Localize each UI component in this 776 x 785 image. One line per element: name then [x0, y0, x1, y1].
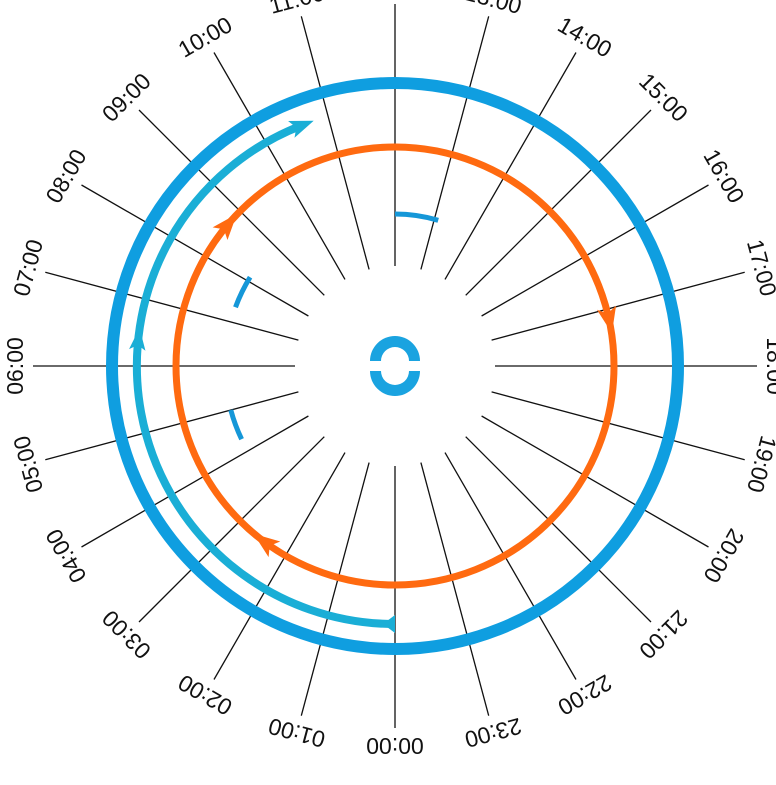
spoke-21 [465, 436, 652, 623]
hour-label-4: 04:00 [40, 525, 91, 588]
hour-label-0: 00:00 [366, 733, 424, 759]
spoke-4 [81, 415, 309, 548]
hour-label-18: 18:00 [762, 337, 776, 395]
hour-label-7: 07:00 [8, 237, 48, 299]
hour-label-10: 10:00 [174, 11, 237, 62]
spoke-9 [138, 109, 325, 296]
hour-label-23: 23:00 [462, 713, 524, 753]
hour-label-11: 11:00 [266, 0, 327, 19]
hour-label-6: 06:00 [2, 337, 28, 395]
spoke-1 [300, 462, 370, 716]
spoke-8 [81, 184, 309, 317]
hour-label-17: 17:00 [742, 237, 776, 299]
outer-ring [106, 77, 684, 655]
cyan-arrow-1 [129, 328, 146, 351]
spoke-3 [138, 436, 325, 623]
hour-label-22: 22:00 [554, 669, 617, 720]
orange-arrow-1 [212, 213, 237, 241]
spoke-13 [420, 16, 490, 270]
cyan-arrow-2 [288, 120, 314, 138]
short-arc-04-05 [228, 409, 244, 441]
hour-label-2: 02:00 [174, 669, 237, 720]
hour-label-14: 14:00 [554, 11, 617, 62]
spoke-22 [444, 452, 577, 680]
spoke-20 [481, 415, 709, 548]
spoke-23 [420, 462, 490, 716]
spoke-5 [45, 391, 299, 461]
refresh-cycle-icon [370, 336, 420, 396]
spoke-17 [491, 271, 745, 341]
hour-label-5: 05:00 [8, 433, 48, 495]
spoke-16 [481, 184, 709, 317]
short-arc-12-13 [394, 211, 439, 223]
orange-arrow-3 [253, 533, 281, 558]
hour-label-13: 13:00 [462, 0, 524, 19]
spoke-15 [465, 109, 652, 296]
direction-arrows [129, 120, 617, 633]
spoke-7 [45, 271, 299, 341]
hour-label-1: 01:00 [266, 713, 328, 753]
orange-arrow-2 [596, 305, 617, 334]
spoke-11 [300, 16, 370, 270]
cyan-start-cap [383, 615, 395, 633]
short-arc-07-08 [233, 275, 253, 309]
hour-label-8: 08:00 [40, 145, 91, 208]
inner-ring [172, 143, 618, 589]
spoke-14 [444, 52, 577, 280]
hour-label-20: 20:00 [698, 525, 749, 588]
spoke-10 [213, 52, 346, 280]
hour-label-16: 16:00 [698, 145, 749, 208]
spoke-2 [213, 452, 346, 680]
hour-spokes [33, 4, 757, 728]
hour-label-19: 19:00 [742, 433, 776, 495]
cyan-arc [132, 121, 396, 628]
spoke-19 [491, 391, 745, 461]
